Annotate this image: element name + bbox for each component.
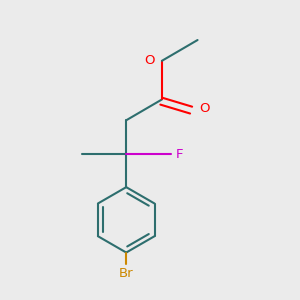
Text: O: O <box>144 54 154 67</box>
Text: Br: Br <box>119 267 134 280</box>
Text: F: F <box>176 148 184 161</box>
Text: O: O <box>199 102 209 115</box>
